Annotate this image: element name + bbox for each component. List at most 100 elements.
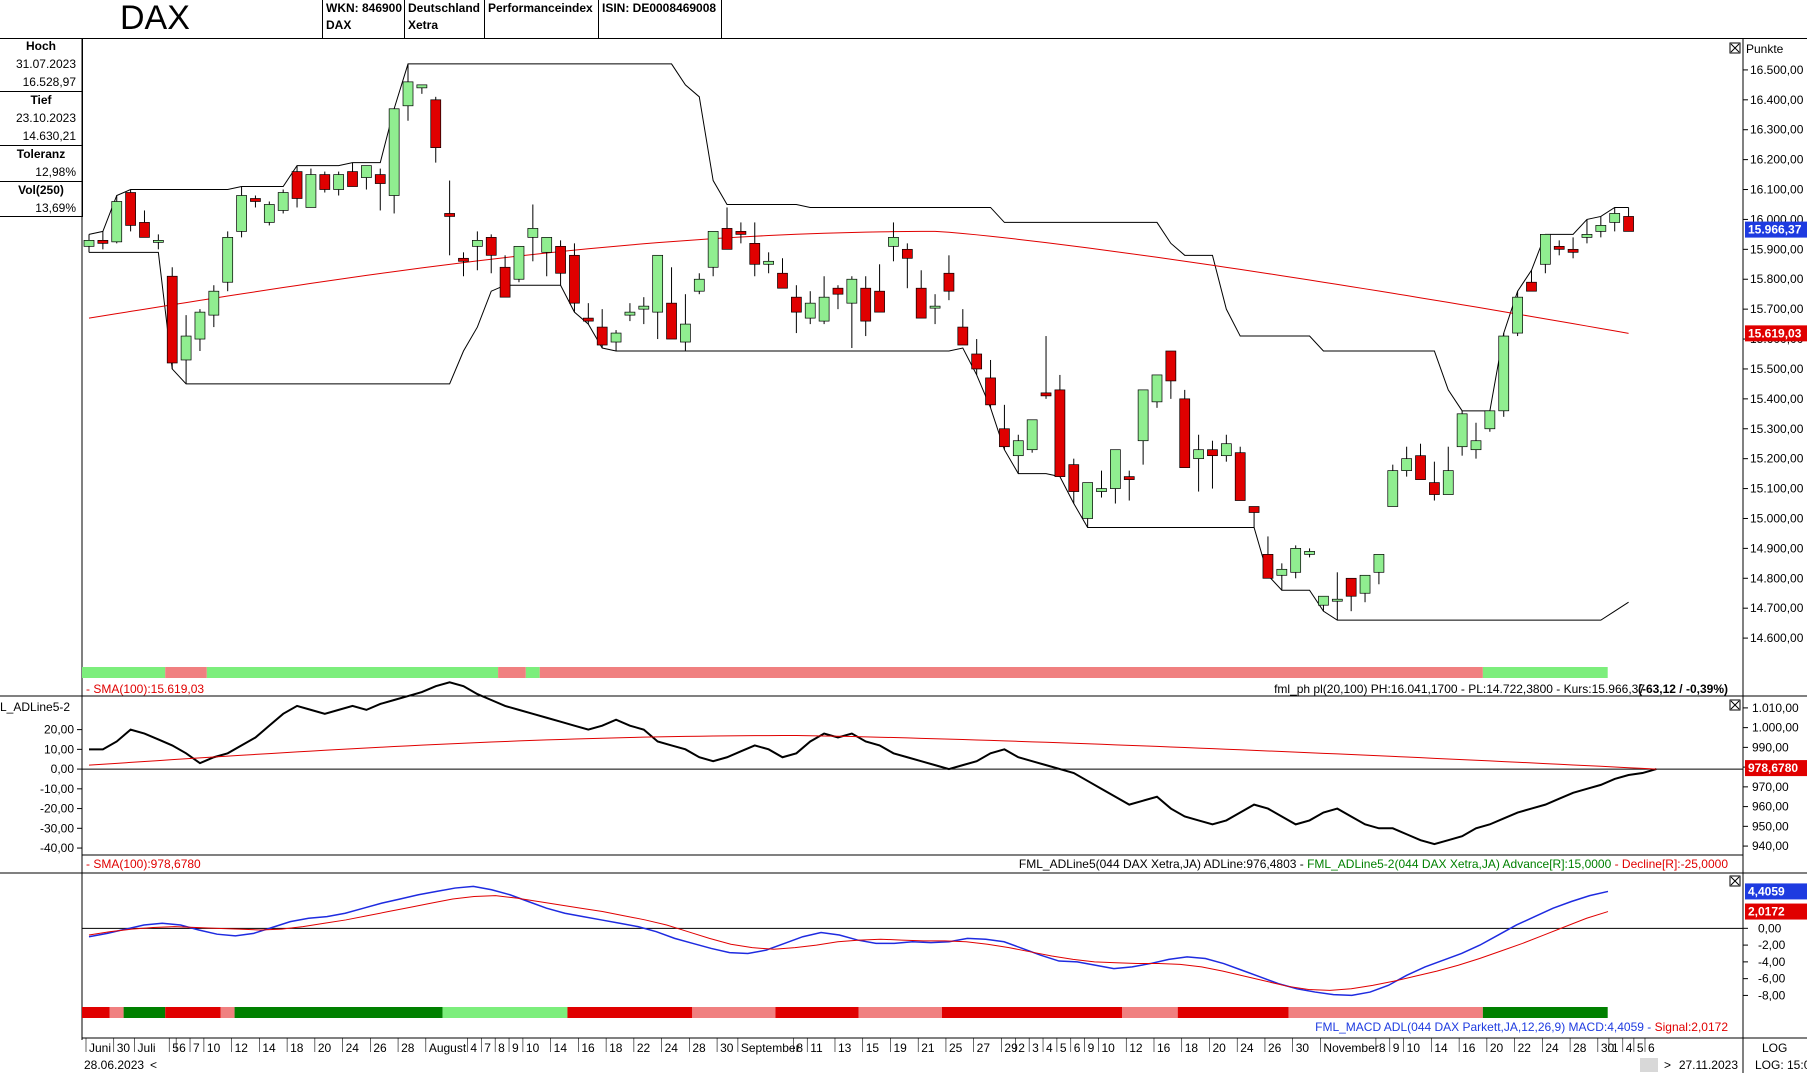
candle [1220, 443, 1232, 457]
time-label: LOG: 15:00 [1755, 1058, 1807, 1072]
indicator-footer: fml_ph pl(20,100) PH:16.041,1700 - PL:14… [1274, 682, 1645, 696]
status-bar-segment [206, 667, 499, 678]
x-tick-label: 28 [692, 1041, 706, 1055]
status-bar-segment [858, 1007, 942, 1018]
x-tick-label: 9 [512, 1041, 519, 1055]
status-bar-segment [567, 1007, 693, 1018]
candle [1609, 213, 1621, 223]
candle [1567, 248, 1579, 253]
y-tick-label: 15.400,00 [1750, 392, 1804, 406]
x-tick-label: 5 [1637, 1041, 1644, 1055]
candle [194, 311, 206, 340]
candle [1248, 506, 1260, 513]
y-tick-label: 15.200,00 [1750, 452, 1804, 466]
scroll-thumb [1640, 1058, 1658, 1072]
x-tick-label: 20 [318, 1041, 332, 1055]
candle [153, 240, 164, 243]
y-tick-label: 15.100,00 [1750, 482, 1804, 496]
adline-left-label: L_ADLine5-2 [0, 700, 70, 714]
status-bar-segment [525, 667, 540, 678]
y-tick-label: -6,00 [1758, 972, 1786, 986]
status-bar-segment [82, 1007, 110, 1018]
y-tick-label: 16.400,00 [1750, 93, 1804, 107]
candle [957, 326, 969, 346]
x-tick-label: 10 [207, 1041, 221, 1055]
candle [791, 296, 802, 313]
x-tick-label: 11 [810, 1041, 823, 1055]
candle [680, 323, 691, 343]
y-tick-label-right: 1.010,00 [1752, 701, 1799, 715]
sma-label: - SMA(100):15.619,03 [86, 682, 204, 696]
candle [569, 254, 580, 304]
x-tick-label: 19 [893, 1041, 907, 1055]
candle [652, 254, 664, 313]
x-tick-label: 1 [1612, 1041, 1619, 1055]
channel-low-line [89, 251, 1629, 621]
y-tick-label: 15.700,00 [1750, 302, 1804, 316]
x-tick-label: September [741, 1041, 800, 1055]
candle [97, 240, 109, 244]
close-icon[interactable] [1729, 699, 1741, 711]
status-bar-segment [1177, 1007, 1289, 1018]
y-tick-label: 16.100,00 [1750, 183, 1804, 197]
close-icon[interactable] [1729, 42, 1741, 54]
candle [1331, 598, 1343, 602]
y-tick-label-left: -30,00 [40, 821, 74, 835]
candle [1054, 389, 1066, 477]
candle [1151, 374, 1163, 403]
candle [485, 237, 497, 256]
x-tick-label: 22 [637, 1041, 651, 1055]
x-tick-label: 24 [1240, 1041, 1254, 1055]
x-tick-label: August [429, 1041, 467, 1055]
candle [333, 174, 345, 190]
y-tick-label-left: -10,00 [40, 782, 74, 796]
candle [1359, 574, 1371, 594]
candle [1595, 225, 1607, 232]
y-tick-label: 16.300,00 [1750, 123, 1804, 137]
y-tick-label: 15.300,00 [1750, 422, 1804, 436]
status-bar-segment [109, 1007, 124, 1018]
candle [971, 353, 983, 370]
candle [1012, 440, 1024, 457]
candle [305, 174, 317, 208]
x-tick-label: 30 [720, 1041, 734, 1055]
y-tick-label-right: 960,00 [1752, 800, 1789, 814]
status-bar-segment [165, 1007, 221, 1018]
x-tick-label: 4 [470, 1041, 477, 1055]
x-tick-label: 16 [1462, 1041, 1476, 1055]
candle [638, 305, 650, 310]
y-tick-label-left: 10,00 [44, 742, 74, 756]
status-bar-segment [220, 1007, 235, 1018]
candle [1304, 551, 1315, 555]
candle [291, 171, 303, 199]
candle [166, 275, 178, 364]
high-value: 16.528,97 [22, 75, 76, 89]
candle [527, 228, 539, 238]
candle [1415, 455, 1426, 480]
x-tick-label: 16 [581, 1041, 595, 1055]
x-tick-label: 30 [1296, 1041, 1310, 1055]
candle [139, 222, 150, 238]
x-tick-label: 4 [1046, 1041, 1053, 1055]
y-tick-label: 14.700,00 [1750, 601, 1804, 615]
candle [555, 245, 566, 274]
candle [860, 287, 872, 322]
x-tick-label: 18 [290, 1041, 304, 1055]
x-tick-label: 27 [977, 1041, 991, 1055]
candle [1123, 476, 1135, 480]
y-tick-label: 15.500,00 [1750, 362, 1804, 376]
candle [402, 81, 414, 107]
y-tick-label: 16.500,00 [1750, 63, 1804, 77]
candle [1512, 296, 1523, 334]
x-tick-label: 10 [1407, 1041, 1421, 1055]
y-tick-label: 14.900,00 [1750, 541, 1804, 555]
candle [1401, 458, 1413, 471]
x-tick-label: 30 [1601, 1041, 1615, 1055]
signal-line [88, 895, 1609, 991]
close-icon[interactable] [1729, 875, 1741, 887]
y-tick-label: -8,00 [1758, 988, 1786, 1002]
y-tick-label-left: -20,00 [40, 802, 74, 816]
candle [693, 278, 705, 292]
x-tick-label: 18 [1185, 1041, 1199, 1055]
candle [804, 302, 816, 319]
